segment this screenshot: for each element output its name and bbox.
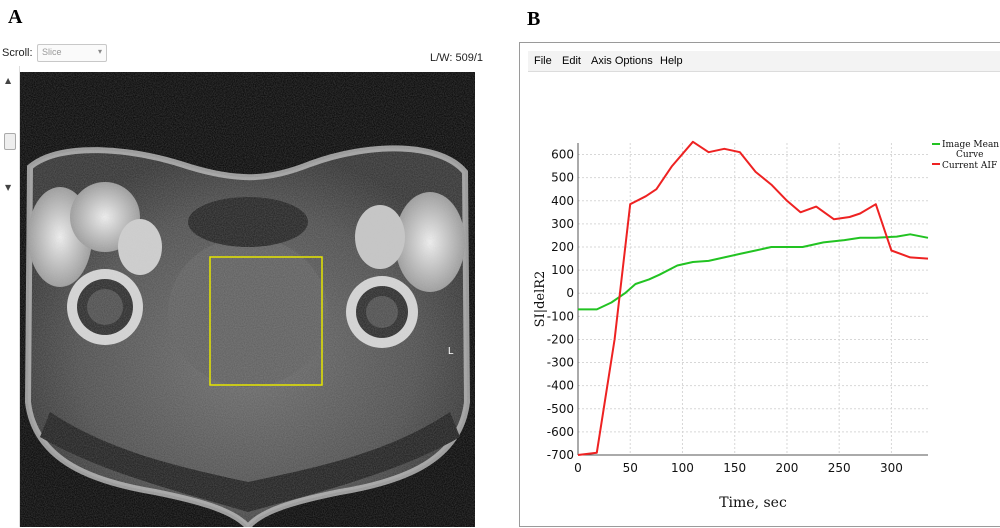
- menu-help[interactable]: Help: [660, 55, 683, 67]
- mri-image[interactable]: L: [20, 72, 475, 527]
- y-tick-label: 500: [551, 171, 574, 185]
- scrollbar-thumb[interactable]: [4, 133, 16, 150]
- x-tick-label: 250: [828, 461, 851, 475]
- vertical-scrollbar[interactable]: ▲ ▼: [0, 66, 20, 527]
- y-tick-label: -300: [547, 356, 574, 370]
- viewer-toolbar: Scroll: Slice ▾ L/W: 509/1: [0, 40, 483, 66]
- panel-label-b: B: [527, 8, 541, 30]
- y-tick-label: 300: [551, 217, 574, 231]
- y-tick-label: -100: [547, 309, 574, 323]
- curve-plot-window: File Edit Axis Options Help 600 500 400 300…: [519, 42, 1000, 527]
- scroll-down-icon[interactable]: ▼: [5, 183, 12, 192]
- y-tick-label: 0: [566, 286, 574, 300]
- scroll-label: Scroll:: [2, 47, 33, 59]
- x-axis-label: Time, sec: [719, 495, 787, 511]
- menu-edit[interactable]: Edit: [562, 55, 581, 67]
- x-tick-label: 0: [574, 461, 582, 475]
- x-tick-label: 300: [880, 461, 903, 475]
- y-tick-label: -400: [547, 379, 574, 393]
- y-tick-label: 600: [551, 148, 574, 162]
- y-tick-label: 200: [551, 240, 574, 254]
- slice-dropdown-value: Slice: [42, 47, 62, 57]
- menu-axis-options[interactable]: Axis Options: [591, 55, 653, 67]
- chevron-down-icon: ▾: [97, 47, 102, 56]
- y-tick-label: -700: [547, 448, 574, 462]
- legend-label-0-cont: Curve: [956, 150, 983, 160]
- y-tick-label: 100: [551, 263, 574, 277]
- series-line-1: [577, 140, 929, 456]
- x-tick-label: 150: [723, 461, 746, 475]
- window-level-readout: L/W: 509/1: [430, 52, 483, 64]
- roi-marker-label: L: [448, 346, 454, 357]
- y-tick-label: -200: [547, 332, 574, 346]
- menu-bar: File Edit Axis Options Help: [528, 51, 1000, 72]
- x-tick-label: 50: [623, 461, 638, 475]
- signal-curve-chart: 6005004003002001000-100-200-300-400-500-…: [533, 140, 999, 511]
- legend-label-1: Current AIF: [942, 161, 997, 171]
- panel-label-a: A: [8, 6, 23, 28]
- roi-box: [209, 256, 323, 386]
- y-tick-label: -600: [547, 425, 574, 439]
- y-axis-label: SI|delR2: [533, 271, 548, 328]
- series-line-0: [578, 233, 929, 311]
- menu-file[interactable]: File: [534, 55, 552, 67]
- y-tick-label: -500: [547, 402, 574, 416]
- y-tick-label: 400: [551, 194, 574, 208]
- plot-area: [578, 143, 928, 455]
- mri-viewer: Scroll: Slice ▾ L/W: 509/1 ▲ ▼: [0, 40, 483, 527]
- x-tick-label: 200: [776, 461, 799, 475]
- slice-dropdown[interactable]: Slice ▾: [37, 44, 107, 62]
- x-tick-label: 100: [671, 461, 694, 475]
- legend-label-0: Image Mean: [942, 140, 999, 150]
- scroll-up-icon[interactable]: ▲: [5, 76, 12, 85]
